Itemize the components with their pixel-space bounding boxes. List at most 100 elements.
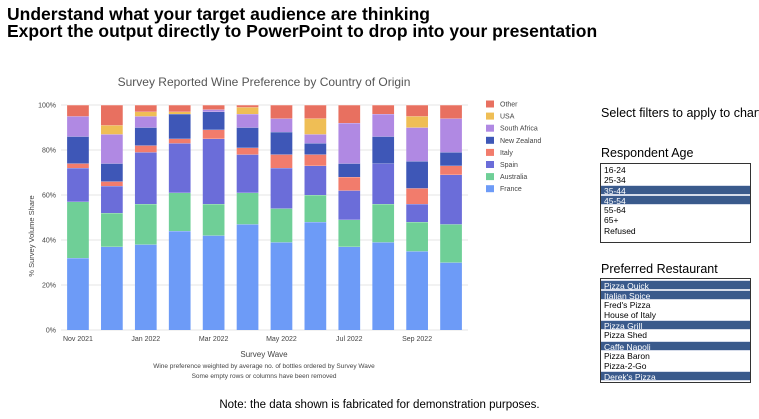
restaurant-option[interactable]: Pizza Baron [604,350,650,361]
legend-item[interactable]: Other [486,100,518,109]
bar-segment [202,111,225,130]
y-tick-label: 40% [42,238,56,245]
age-option[interactable]: 65+ [604,215,619,226]
bar-segment [202,138,225,204]
bars [67,104,462,330]
bar-segment [202,129,225,139]
restaurant-option[interactable]: Fred's Pizza [604,300,651,311]
legend-label: Italy [500,150,513,157]
bar-segment [236,105,259,108]
legend-item[interactable]: South Africa [486,124,538,133]
bar-segment [134,116,157,128]
bar-segment [236,127,259,148]
age-option[interactable]: 45-54 [601,195,750,206]
legend-item[interactable]: Australia [486,173,527,181]
bar-segment [67,168,89,202]
bar-segment [304,195,327,222]
bar-segment [440,165,462,175]
bar-segment [304,165,327,195]
age-option[interactable]: 35-44 [601,185,750,196]
legend-item[interactable]: New Zealand [486,136,541,145]
headline-line-2: Export the output directly to PowerPoint… [7,21,598,41]
bar-segment [168,231,191,330]
bar-stack [236,104,259,330]
restaurant-option[interactable]: Pizza Grill [601,320,750,331]
y-tick-label: 60% [42,193,56,200]
legend-swatch [486,124,494,132]
age-option[interactable]: 55-64 [604,205,626,216]
bar-segment [101,105,123,126]
bar-segment [168,114,191,139]
age-option[interactable]: Refused [604,225,636,236]
x-tick-label: Jan 2022 [131,336,160,343]
bar-stack [304,104,327,330]
bar-segment [134,244,157,330]
chart-title: Survey Reported Wine Preference by Count… [118,75,411,89]
chart-note-2: Some empty rows or columns have been rem… [192,373,337,380]
bar-segment [440,174,462,225]
restaurant-option[interactable]: Derek's Pizza [601,370,750,382]
restaurant-option[interactable]: Pizza-2-Go [604,360,647,371]
legend-item[interactable]: Spain [486,161,518,169]
bar-segment [440,118,462,153]
bar-segment [236,224,259,330]
wine-preference-chart: Survey Reported Wine Preference by Count… [27,75,541,380]
legend-label: France [500,186,522,193]
x-tick-label: Jul 2022 [336,336,363,343]
bar-segment [101,246,123,330]
bar-segment [270,242,293,330]
bar-segment [440,105,462,119]
restaurant-option[interactable]: House of Italy [604,310,656,321]
bar-segment [338,123,361,164]
bar-stack [101,104,123,330]
legend-label: Other [500,102,518,109]
legend-label: New Zealand [500,138,541,145]
x-tick-label: Mar 2022 [199,336,229,343]
bar-segment [338,177,361,191]
legend-item[interactable]: France [486,185,522,193]
restaurant-option[interactable]: Pizza Quick [601,280,750,291]
bar-segment [304,105,327,119]
restaurant-filter-title: Preferred Restaurant [601,262,718,276]
legend-label: USA [500,114,515,121]
bar-segment [372,242,395,330]
bar-segment [406,116,428,128]
age-option[interactable]: 16-24 [604,165,626,175]
age-option[interactable]: 25-34 [604,175,626,186]
bar-stack [338,104,361,330]
age-filter-listbox[interactable]: 16-24 25-34 35-44 45-54 55-64 65+ Refused [600,163,751,243]
restaurant-option[interactable]: Italian Spice [601,290,750,301]
restaurant-option[interactable]: Caffe Napoli [601,340,750,352]
bar-segment [406,188,428,204]
bar-segment [168,111,191,114]
chart-note-1: Wine preference weighted by average no. … [153,363,375,370]
bar-segment [338,219,361,247]
bar-stack [440,104,462,330]
restaurant-filter-listbox[interactable]: Pizza Quick Italian Spice Fred's Pizza Hous… [600,278,751,383]
bar-segment [67,201,89,258]
restaurant-option[interactable]: Pizza Shed [604,330,647,341]
bar-stack [372,104,395,330]
legend-item[interactable]: USA [486,112,515,121]
legend-swatch [486,173,494,181]
legend-item[interactable]: Italy [486,148,513,157]
headline-line-1: Understand what your target audience are… [7,4,430,24]
legend-label: Spain [500,162,518,169]
legend-swatch [486,161,494,168]
bar-segment [67,116,89,137]
bar-segment [101,163,123,182]
bar-segment [372,114,395,137]
bar-segment [270,132,293,155]
x-tick-label: Sep 2022 [402,336,432,343]
headline: Understand what your target audience are… [7,4,598,41]
bar-segment [406,204,428,222]
bar-segment [440,224,462,263]
legend: Other USA South Africa New Zealand Italy Spai… [486,100,541,193]
y-axis-title: % Survey Volume Share [27,195,36,276]
bar-segment [168,138,191,144]
bar-segment [67,163,89,168]
x-axis-title: Survey Wave [240,350,288,359]
bar-segment [338,246,361,330]
bar-segment [101,134,123,164]
bar-segment [338,163,361,177]
